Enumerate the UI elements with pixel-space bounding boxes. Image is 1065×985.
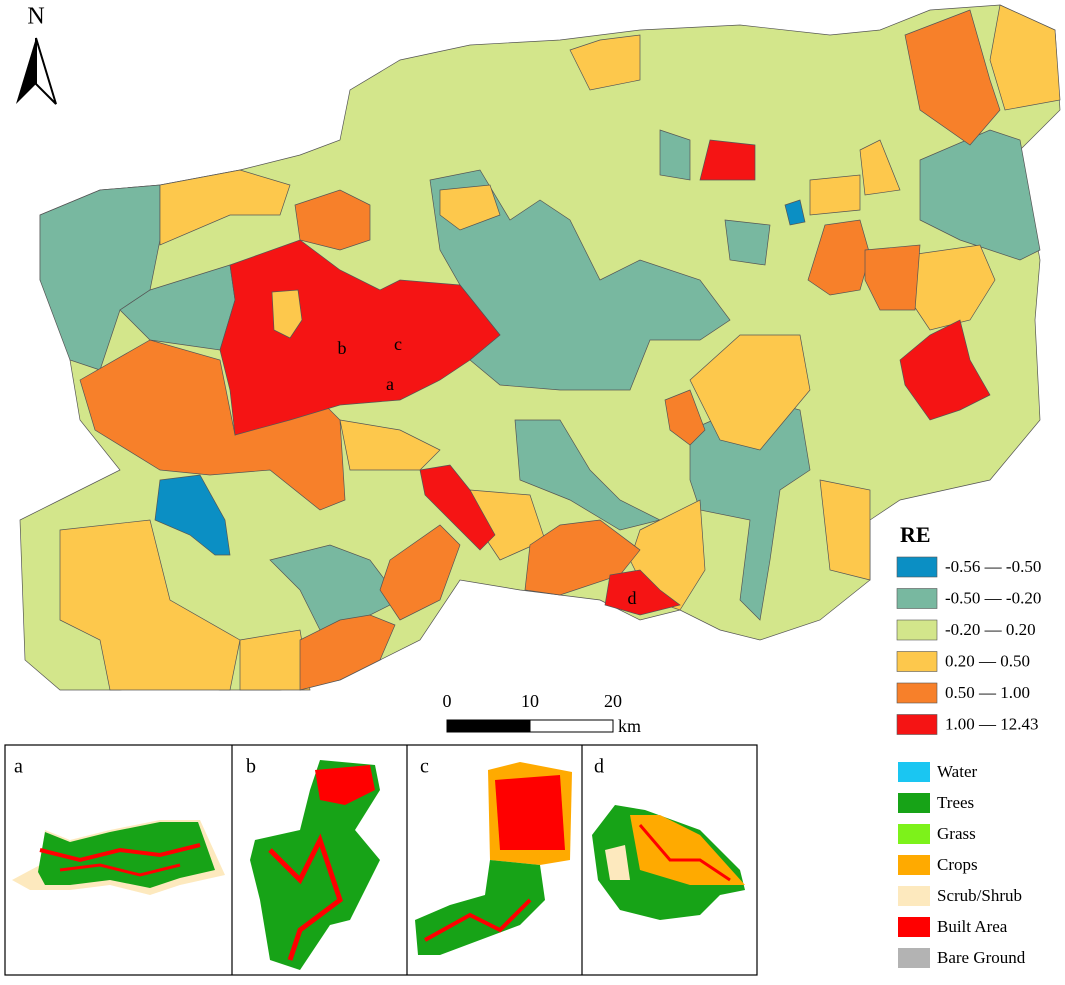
- legend-label: -0.56 — -0.50: [945, 557, 1041, 576]
- land-cover-patch: [415, 860, 545, 955]
- land-cover-patch: [268, 833, 343, 961]
- scale-unit: km: [618, 716, 641, 736]
- region: [299, 614, 396, 691]
- legend-label: -0.20 — 0.20: [945, 620, 1036, 639]
- region: [269, 544, 401, 631]
- legend-swatch: [896, 556, 938, 578]
- region: [819, 479, 871, 581]
- legend-swatch: [896, 619, 938, 641]
- legend-swatch: [898, 762, 930, 782]
- land-cover-patch: [39, 843, 201, 863]
- legend-swatch: [898, 793, 930, 813]
- scale-label: 0: [443, 691, 452, 711]
- region: [864, 244, 921, 311]
- region: [659, 129, 691, 181]
- scale-label: 10: [521, 691, 539, 711]
- north-label: N: [27, 4, 44, 30]
- legend-swatch: [896, 588, 938, 609]
- legend-label: Scrub/Shrub: [937, 886, 1022, 905]
- region-label: a: [386, 374, 394, 394]
- region: [807, 219, 871, 296]
- legend-label: Crops: [937, 855, 978, 874]
- inset-label: a: [14, 756, 23, 778]
- region-label: b: [338, 338, 347, 358]
- scale-segment: [446, 719, 531, 733]
- north-arrow: [16, 38, 36, 104]
- region: [664, 389, 706, 446]
- inset-label: b: [246, 756, 256, 778]
- region: [604, 569, 681, 616]
- region: [904, 9, 1001, 146]
- scale-label: 20: [604, 691, 622, 711]
- region: [439, 184, 501, 231]
- land-cover-patch: [250, 760, 380, 970]
- region: [689, 334, 811, 451]
- region: [419, 464, 496, 551]
- inset-label: c: [420, 756, 429, 778]
- region: [919, 129, 1041, 261]
- legend-swatch: [898, 886, 930, 906]
- region: [859, 139, 901, 196]
- legend-swatch: [896, 714, 938, 735]
- legend-label: Bare Ground: [937, 948, 1026, 967]
- region: [809, 174, 861, 216]
- scale-segment: [529, 719, 614, 733]
- legend-swatch: [896, 651, 938, 672]
- inset-label: d: [594, 756, 604, 778]
- region: [989, 4, 1061, 111]
- region-label: d: [628, 588, 637, 608]
- land-cover-patch: [638, 824, 731, 882]
- region: [159, 169, 291, 246]
- region: [79, 339, 346, 511]
- legend-swatch: [898, 917, 930, 937]
- region: [239, 629, 311, 691]
- legend-swatch: [896, 682, 938, 704]
- legend-label: 0.50 — 1.00: [945, 683, 1030, 702]
- region: [154, 474, 231, 556]
- legend-label: Water: [937, 762, 977, 781]
- land-cover-patch: [315, 765, 375, 805]
- inset-map: [12, 760, 745, 970]
- land-cover-patch: [495, 775, 565, 850]
- region: [784, 199, 806, 226]
- legend: -0.56 — -0.50 -0.50 — -0.20 -0.20 — 0.20 0.…: [896, 556, 1041, 735]
- legend-title: RE: [900, 522, 931, 547]
- legend-label: -0.50 — -0.20: [945, 588, 1041, 607]
- land-cover-patch: [630, 815, 745, 885]
- legend-label: Trees: [937, 793, 974, 812]
- region: [899, 319, 991, 421]
- region: [724, 219, 771, 266]
- region: [219, 239, 501, 436]
- legend-swatch: [898, 855, 930, 875]
- region: [59, 519, 241, 691]
- legend-label: Grass: [937, 824, 976, 843]
- legend-label: 0.20 — 0.50: [945, 651, 1030, 670]
- region: [569, 34, 641, 91]
- legend-label: 1.00 — 12.43: [945, 714, 1039, 733]
- region: [271, 289, 303, 339]
- legend-swatch: [898, 824, 930, 844]
- land-cover-patch: [424, 898, 532, 942]
- inset-frame: [4, 744, 758, 976]
- legend: Water Trees Grass Crops Scrub/Shrub Built Are…: [898, 762, 1026, 968]
- legend-swatch: [898, 948, 930, 968]
- land-cover-patch: [605, 845, 630, 880]
- region: [379, 524, 461, 621]
- region: [699, 139, 756, 181]
- north-arrow: [35, 37, 57, 105]
- region-label: c: [394, 334, 402, 354]
- land-cover-patch: [38, 822, 215, 888]
- region: [339, 419, 441, 471]
- region-map: [19, 4, 1061, 691]
- scale-bar: 0 10 20 km: [443, 691, 642, 736]
- land-cover-patch: [59, 863, 181, 877]
- legend-label: Built Area: [937, 917, 1008, 936]
